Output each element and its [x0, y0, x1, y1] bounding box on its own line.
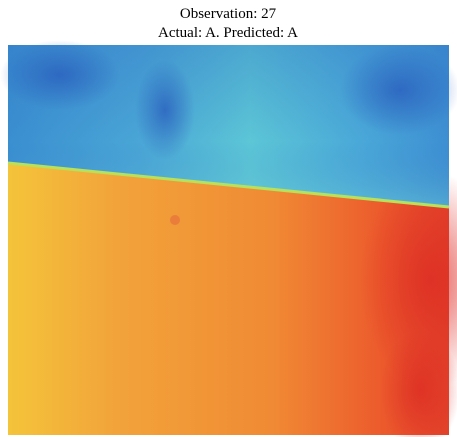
title-line: Observation: 27	[180, 6, 277, 22]
thermal-image	[0, 40, 457, 437]
title-line: Actual: A. Predicted: A	[158, 25, 298, 41]
